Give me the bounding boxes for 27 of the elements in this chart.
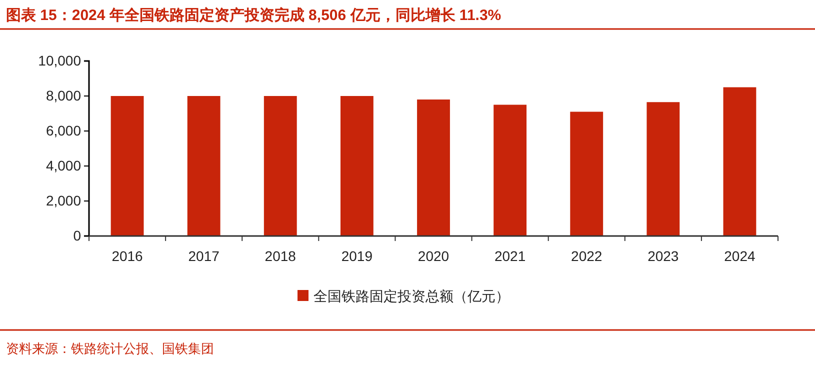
- y-tick-label: 10,000: [38, 52, 82, 68]
- x-tick-label: 2023: [648, 248, 679, 264]
- y-tick-label: 8,000: [46, 87, 82, 104]
- bar: [340, 96, 374, 236]
- text: 资料来源：铁路统计公报、国铁集团: [6, 341, 214, 356]
- y-tick-label: 0: [73, 227, 82, 244]
- x-tick-label: 2022: [571, 248, 602, 264]
- bar: [417, 100, 450, 236]
- bar: [723, 87, 756, 236]
- bar: [570, 112, 604, 236]
- bar: [110, 96, 144, 236]
- bar: [646, 102, 680, 236]
- bar: [264, 96, 297, 236]
- x-tick-label: 2018: [264, 248, 296, 264]
- x-tick-label: 2024: [724, 248, 756, 264]
- chart-title: 图表 15：2024 年全国铁路固定资产投资完成 8,506 亿元，同比增长 11.3%: [6, 6, 502, 24]
- y-tick-label: 6,000: [46, 122, 82, 138]
- x-tick-label: 2019: [341, 248, 373, 264]
- x-tick-label: 2016: [112, 248, 144, 264]
- bar: [494, 104, 527, 236]
- y-tick-label: 2,000: [46, 192, 82, 208]
- bar: [187, 96, 220, 236]
- x-tick-label: 2020: [418, 248, 450, 264]
- x-tick-label: 2017: [188, 248, 220, 264]
- legend-label: 全国铁路固定投资总额（亿元）: [314, 288, 510, 304]
- x-tick-label: 2021: [494, 248, 526, 264]
- y-tick-label: 4,000: [46, 157, 82, 174]
